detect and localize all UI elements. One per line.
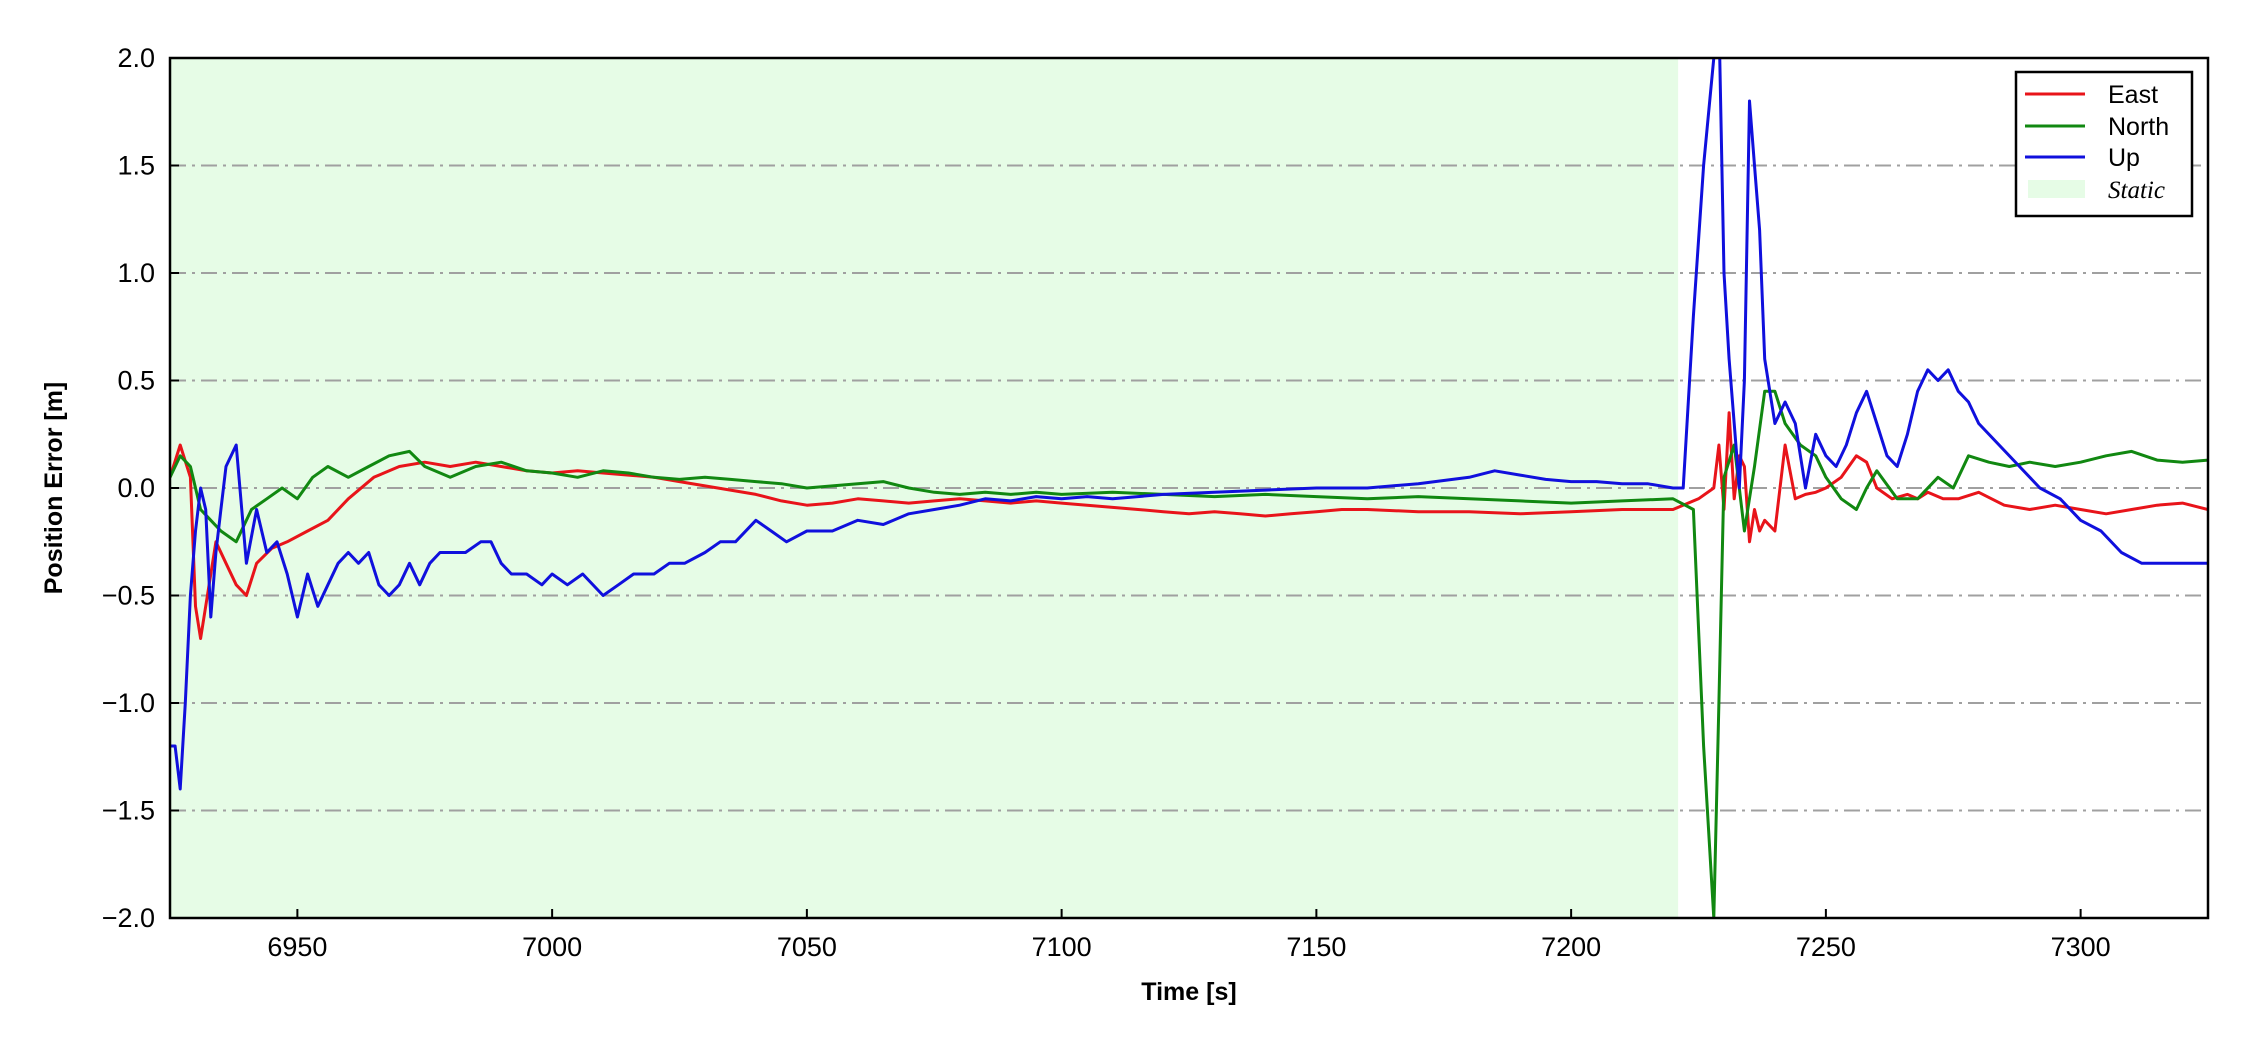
y-tick-label: 1.5	[117, 151, 155, 181]
x-tick-label: 7100	[1032, 932, 1092, 962]
x-tick-label: 7200	[1541, 932, 1601, 962]
y-axis: −2.0 −1.5 −1.0 −0.5 0.0 0.5 1.0 1.5 2.0	[102, 43, 179, 933]
legend-static-label: Static	[2108, 177, 2165, 204]
x-tick-label: 7000	[522, 932, 582, 962]
y-tick-label: −0.5	[102, 581, 155, 611]
y-tick-label: 2.0	[117, 43, 155, 73]
y-tick-label: 0.5	[117, 366, 155, 396]
legend-east-label: East	[2108, 81, 2158, 109]
series-line-up	[170, 58, 2208, 791]
y-tick-label: −2.0	[102, 903, 155, 933]
series-lines	[170, 58, 2208, 918]
x-tick-label: 7300	[2051, 932, 2111, 962]
x-axis-label: Time [s]	[1141, 978, 1236, 1006]
x-tick-label: 7150	[1286, 932, 1346, 962]
x-tick-label: 7050	[777, 932, 837, 962]
y-tick-label: −1.5	[102, 796, 155, 826]
legend-up-label: Up	[2108, 144, 2140, 172]
y-tick-label: 1.0	[117, 258, 155, 288]
y-axis-label: Position Error [m]	[40, 382, 68, 595]
legend-static-swatch	[2028, 180, 2085, 198]
series-line-east	[170, 411, 2208, 640]
y-tick-label: −1.0	[102, 688, 155, 718]
x-tick-label: 7250	[1796, 932, 1856, 962]
y-tick-label: 0.0	[117, 473, 155, 503]
x-tick-label: 6950	[267, 932, 327, 962]
x-axis: 6950 7000 7050 7100 7150 7200 7250 7300	[267, 909, 2111, 962]
series-line-north	[170, 389, 2208, 918]
legend-north-label: North	[2108, 113, 2169, 141]
legend: East North Up Static	[2014, 70, 2194, 218]
